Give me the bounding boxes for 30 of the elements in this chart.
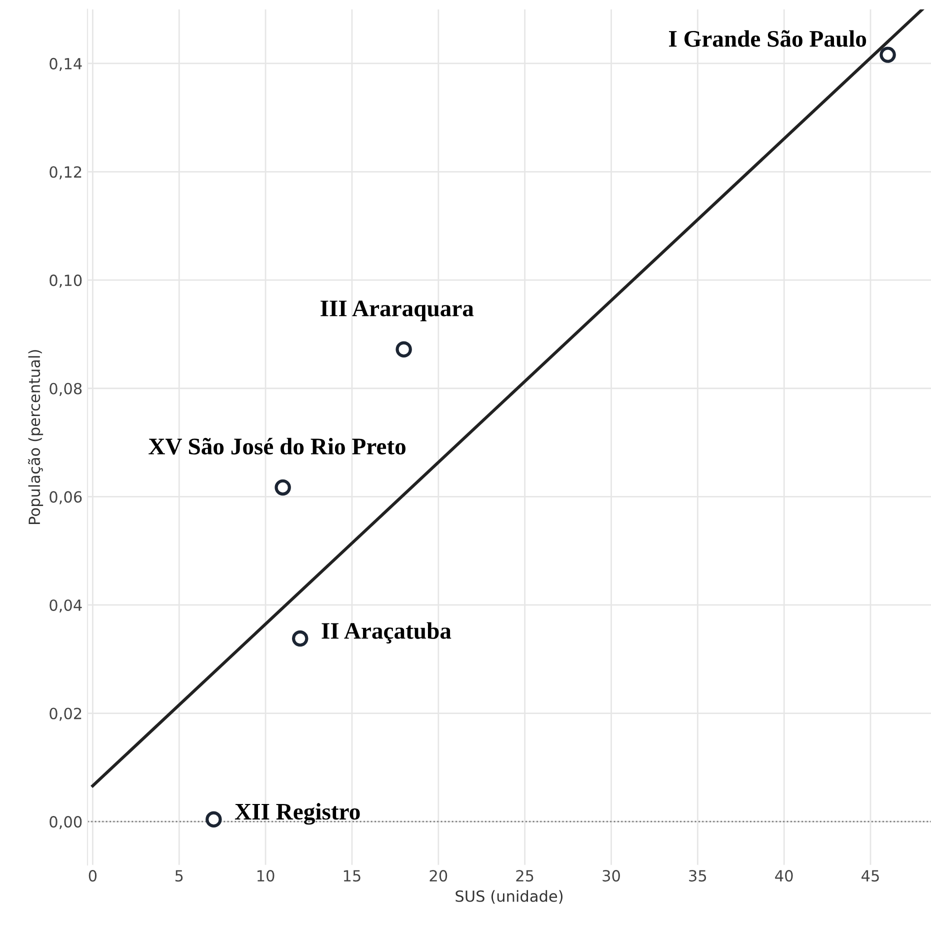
annotation: III Araraquara	[320, 300, 474, 322]
x-tick-label: 5	[175, 870, 183, 882]
point	[292, 630, 308, 647]
y-tick-label: 0,14	[50, 58, 82, 72]
x-tick-label: 30	[602, 870, 620, 882]
y-tick-label: 0,04	[50, 599, 82, 613]
annotation: I Grande São Paulo	[669, 30, 866, 47]
x-tick-label: 0	[88, 870, 97, 882]
y-tick-label: 0,12	[50, 166, 82, 180]
y-tick-label: 0,08	[50, 382, 82, 396]
y-tick-label: 0,10	[50, 274, 82, 288]
x-tick-label: 10	[258, 870, 274, 882]
annotation: XV São José do Rio Preto	[148, 438, 406, 455]
x-tick-label: 25	[516, 870, 534, 882]
point	[274, 479, 291, 496]
x-tick-label: 20	[430, 870, 448, 882]
x-tick-label: 15	[344, 870, 360, 882]
point	[880, 46, 896, 63]
y-tick-label: 0,02	[50, 708, 82, 721]
x-tick-label: 45	[862, 870, 879, 882]
point	[396, 341, 412, 358]
x-tick-label: 40	[775, 870, 793, 882]
point	[206, 811, 222, 828]
y-tick-label: 0,06	[50, 491, 82, 504]
x-axis-title: SUS (unidade)	[456, 890, 563, 904]
y-tick-label: 0,00	[50, 816, 82, 830]
annotation: II Araçatuba	[322, 622, 452, 644]
annotation: XII Registro	[234, 803, 360, 825]
x-tick-label: 35	[689, 870, 706, 882]
y-axis-title: População (percentual)	[28, 350, 44, 524]
